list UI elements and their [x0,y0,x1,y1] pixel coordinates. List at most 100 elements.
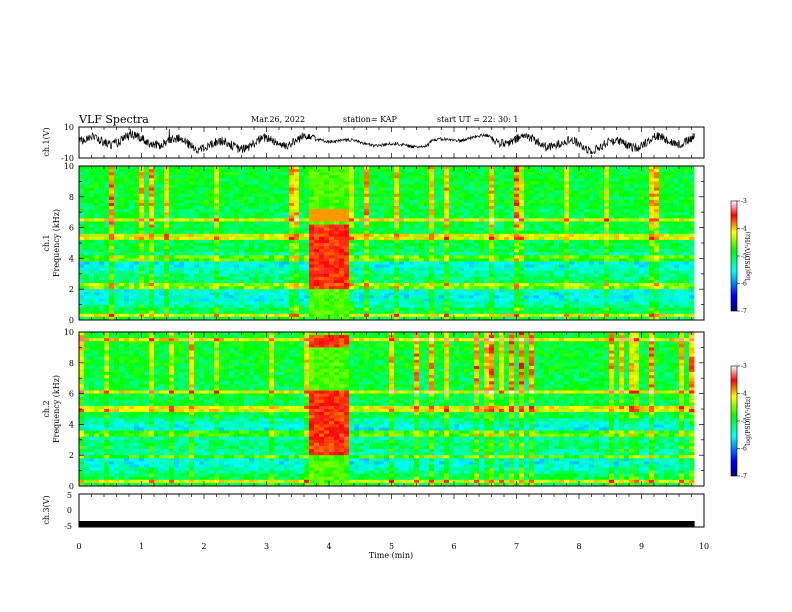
spectrogram-cell [379,218,385,222]
spectrogram-cell [324,264,330,269]
spectrogram-cell [319,258,325,262]
spectrogram-cell [184,224,190,228]
spectrogram-cell [184,196,190,201]
spectrogram-cell [189,227,195,232]
spectrogram-cell [429,212,435,216]
spectrogram-cell [584,276,590,281]
spectrogram-cell [194,172,200,176]
spectrogram-cell [254,178,260,182]
spectrogram-cell [399,246,405,250]
spectrogram-cell [454,261,460,265]
spectrogram-cell [159,279,165,284]
spectrogram-cell [279,283,285,287]
spectrogram-cell [354,196,360,201]
spectrogram-cell [324,175,330,179]
spectrogram-cell [339,255,345,259]
spectrogram-cell [664,270,670,275]
spectrogram-cell [399,209,405,213]
spectrogram-cell [644,243,650,247]
spectrogram-cell [429,243,435,247]
spectrogram-cell [579,230,585,235]
spectrogram-cell [654,255,660,259]
spectrogram-cell [234,267,240,272]
spectrogram-cell [84,215,90,219]
spectrogram-cell [334,264,340,269]
spectrogram-cell [669,227,675,232]
spectrogram-cell [204,273,210,278]
spectrogram-cell [524,190,530,195]
spectrogram-cell [484,283,490,287]
spectrogram-cell [134,283,140,287]
spectrogram-cell [614,202,620,207]
spectrogram-cell [359,224,365,228]
spectrogram-cell [554,175,560,179]
spectrogram-cell [264,221,270,225]
spectrogram-cell [379,172,385,176]
spectrogram-cell [239,212,245,216]
spectrogram-cell [119,243,125,247]
spectrogram-cell [534,261,540,265]
spectrogram-cell [669,215,675,219]
spectrogram-cell [639,175,645,179]
spectrogram-cell [649,175,655,179]
spectrogram-cell [664,283,670,287]
spectrogram-cell [489,286,495,290]
spectrogram-cell [504,175,510,179]
spectrogram-cell [99,270,105,275]
spectrogram-cell [274,199,280,204]
spectrogram-cell [469,230,475,235]
spectrogram-cell [389,218,395,222]
spectrogram-cell [539,276,545,281]
spectrogram-cell [244,199,250,204]
spectrogram-cell [334,227,340,232]
spectrogram-cell [354,255,360,259]
spectrogram-cell [684,196,690,201]
spectrogram-cell [444,221,450,225]
spectrogram-cell [209,243,215,247]
spectrogram-cell [379,236,385,241]
spectrogram-cell [674,276,680,281]
spectrogram-cell [419,193,425,198]
spectrogram-cell [524,178,530,182]
spectrogram-cell [84,258,90,262]
spectrogram-cell [259,243,265,247]
spectrogram-cell [589,178,595,182]
spectrogram-cell [614,187,620,192]
spectrogram-cell [149,215,155,219]
spectrogram-cell [109,199,115,204]
spectrogram-cell [649,181,655,185]
spectrogram-cell [79,239,85,244]
spectrogram-cell [634,209,640,213]
spectrogram-cell [444,187,450,192]
spectrogram-cell [339,236,345,241]
spectrogram-cell [214,276,220,281]
spectrogram-cell [639,236,645,241]
spectrogram-cell [259,215,265,219]
spectrogram-cell [539,172,545,176]
spectrogram-cell [99,166,105,170]
spectrogram-cell [389,258,395,262]
spectrogram-cell [349,196,355,201]
spectrogram-cell [684,239,690,244]
spectrogram-cell [149,196,155,201]
spectrogram-cell [644,227,650,232]
spectrogram-cell [169,233,175,238]
spectrogram-cell [314,236,320,241]
spectrogram-cell [384,252,390,256]
spectrogram-cell [379,264,385,269]
spectrogram-cell [664,196,670,201]
spectrogram-cell [119,209,125,213]
spectrogram-cell [689,202,695,207]
spectrogram-cell [139,249,145,253]
spectrogram-cell [314,175,320,179]
spectrogram-cell [619,239,625,244]
spectrogram-cell [384,233,390,238]
spectrogram-cell [379,209,385,213]
spectrogram-cell [429,252,435,256]
spectrogram-cell [504,270,510,275]
spectrogram-cell [369,286,375,290]
spectrogram-cell [399,196,405,201]
spectrogram-cell [304,196,310,201]
spectrogram-cell [679,249,685,253]
spectrogram-cell [99,181,105,185]
